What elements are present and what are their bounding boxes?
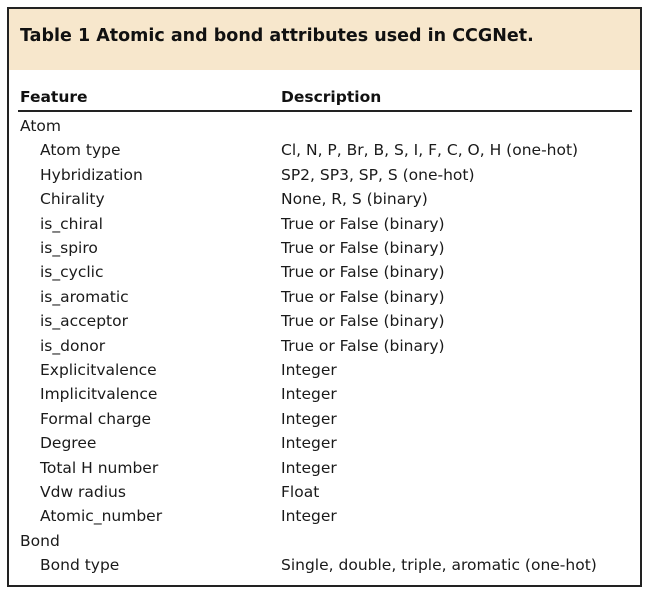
table-row: is_acceptor True or False (binary) [9, 312, 640, 336]
feature-cell: is_cyclic [40, 263, 104, 282]
header-feature: Feature [20, 88, 88, 106]
description-cell: Single, double, triple, aromatic (one-ho… [281, 556, 597, 575]
feature-cell: Hybridization [40, 165, 143, 184]
table-row: Vdw radius Float [9, 483, 640, 507]
feature-cell: Explicitvalence [40, 361, 157, 379]
description-cell: Integer [281, 409, 337, 428]
feature-cell: Atomic_number [40, 507, 163, 526]
table-row: Hybridization SP2, SP3, SP, S (one-hot) [9, 166, 640, 190]
table-row: Bond [9, 532, 640, 556]
header-description: Description [281, 88, 382, 106]
table-row: Implicitvalence Integer [9, 385, 640, 409]
feature-cell: Atom type [40, 141, 121, 160]
description-cell: Integer [281, 458, 337, 477]
description-cell: Integer [281, 385, 337, 404]
table-row: Bond type Single, double, triple, aromati… [9, 556, 640, 580]
feature-cell: Chirality [40, 190, 105, 209]
feature-cell: Implicitvalence [40, 385, 158, 404]
table-row: Total H number Integer [9, 459, 640, 483]
feature-cell: Vdw radius [40, 483, 126, 501]
table-row: Formal charge Integer [9, 410, 640, 434]
table-row: Explicitvalence Integer [9, 361, 640, 385]
feature-cell: Degree [40, 434, 97, 453]
description-cell: True or False (binary) [281, 239, 445, 257]
feature-cell: is_acceptor [40, 312, 128, 331]
table-row: Atom [9, 117, 640, 141]
feature-cell: is_donor [40, 336, 106, 355]
table-row: is_spiro True or False (binary) [9, 239, 640, 263]
description-cell: True or False (binary) [281, 312, 445, 331]
table-title-band: Table 1 Atomic and bond attributes used … [9, 9, 640, 70]
description-cell: True or False (binary) [281, 263, 445, 282]
table-row: is_aromatic True or False (binary) [9, 288, 640, 312]
description-cell: True or False (binary) [281, 214, 445, 233]
table-header-row: Feature Description [20, 88, 630, 108]
description-cell: Float [281, 483, 320, 501]
header-rule [18, 110, 632, 112]
table-row: Chirality None, R, S (binary) [9, 190, 640, 214]
table-row: is_chiral True or False (binary) [9, 215, 640, 239]
table-frame: Table 1 Atomic and bond attributes used … [7, 7, 642, 587]
feature-cell: is_aromatic [40, 287, 129, 306]
table-title: Table 1 Atomic and bond attributes used … [20, 26, 534, 46]
description-cell: Integer [281, 434, 337, 453]
table-row: is_donor True or False (binary) [9, 337, 640, 361]
feature-cell: Formal charge [40, 409, 152, 428]
description-cell: None, R, S (binary) [281, 190, 428, 209]
description-cell: True or False (binary) [281, 336, 445, 355]
table-row: Atomic_number Integer [9, 507, 640, 531]
description-cell: Integer [281, 507, 337, 526]
feature-cell: Atom [20, 117, 61, 135]
table-row: is_cyclic True or False (binary) [9, 263, 640, 287]
description-cell: True or False (binary) [281, 287, 445, 306]
feature-cell: Bond [20, 531, 60, 550]
feature-cell: Total H number [40, 458, 159, 477]
description-cell: Cl, N, P, Br, B, S, I, F, C, O, H (one-h… [281, 141, 579, 160]
description-cell: Integer [281, 361, 337, 379]
feature-cell: is_chiral [40, 214, 103, 233]
table-row: Degree Integer [9, 434, 640, 458]
description-cell: SP2, SP3, SP, S (one-hot) [281, 165, 475, 184]
feature-cell: is_spiro [40, 239, 98, 257]
feature-cell: Bond type [40, 556, 120, 575]
table-row: Atom type Cl, N, P, Br, B, S, I, F, C, O,… [9, 141, 640, 165]
